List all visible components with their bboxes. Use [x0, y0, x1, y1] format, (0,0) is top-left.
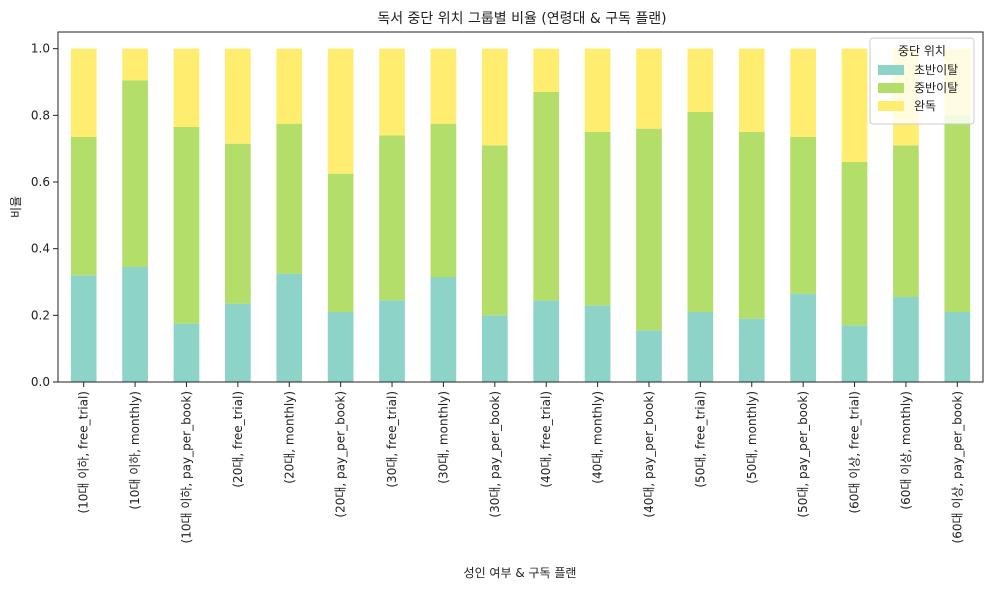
bar-segment-2-6 — [327, 173, 354, 312]
bar-segment-2-3 — [173, 127, 200, 324]
bar-segment-2-11 — [584, 132, 611, 306]
y-tick-label: 1.0 — [31, 42, 50, 56]
bar-segment-2-14 — [738, 132, 765, 319]
bar-segment-3-13 — [687, 48, 714, 112]
y-axis: 0.0 0.2 0.4 0.6 0.8 1.0 — [31, 42, 58, 389]
bar-segment-3-1 — [70, 48, 97, 137]
bar-segment-1-6 — [327, 312, 354, 382]
bar-segment-2-7 — [379, 135, 405, 301]
x-tick-label: (30대, free_trial) — [385, 391, 399, 488]
bar-segment-3-11 — [584, 48, 611, 132]
bar-segment-1-4 — [225, 303, 251, 382]
legend-swatch — [878, 65, 904, 75]
bar-segment-3-9 — [481, 48, 508, 146]
bar-segment-2-8 — [430, 123, 457, 278]
x-tick-label: (20대, pay_per_book) — [334, 391, 348, 518]
chart-title: 독서 중단 위치 그룹별 비율 (연령대 & 구독 플랜) — [377, 11, 666, 27]
x-tick-label: (30대, monthly) — [436, 391, 450, 484]
plot-frame — [57, 31, 984, 383]
bar-segment-2-5 — [276, 123, 303, 274]
bar-segment-1-1 — [70, 275, 97, 382]
bar-segment-2-2 — [122, 80, 148, 267]
legend-title: 중단 위치 — [898, 44, 946, 58]
x-tick-label: (50대, monthly) — [745, 391, 759, 484]
y-tick-label: 0.8 — [31, 108, 50, 122]
x-tick-label: (20대, free_trial) — [231, 391, 245, 488]
x-tick-label: (50대, free_trial) — [693, 391, 707, 488]
bar-segment-1-12 — [636, 330, 662, 382]
bar-segment-1-2 — [122, 267, 148, 382]
bar-segment-3-2 — [122, 48, 148, 81]
bar-segment-3-16 — [841, 48, 868, 162]
x-tick-label: (40대, monthly) — [591, 391, 605, 484]
x-tick-label: (10대 이하, free_trial) — [77, 391, 91, 514]
legend-swatch — [878, 101, 904, 111]
bar-segment-1-3 — [173, 323, 200, 382]
bar-segment-2-9 — [481, 145, 508, 316]
x-axis: (10대 이하, free_trial) (10대 이하, monthly) (10… — [77, 382, 964, 543]
bar-segment-1-13 — [687, 312, 714, 382]
legend-label: 중반이탈 — [914, 81, 958, 95]
bar-segment-3-6 — [327, 48, 354, 174]
legend-swatch — [878, 83, 904, 93]
bar-segment-3-12 — [636, 48, 662, 129]
x-tick-label: (10대 이하, monthly) — [128, 391, 142, 510]
bar-segment-1-15 — [790, 293, 816, 382]
bar-segment-3-7 — [379, 48, 405, 136]
bar-segment-2-10 — [533, 92, 560, 301]
bar-segment-1-11 — [584, 305, 611, 382]
legend-label: 완독 — [914, 99, 936, 113]
bar-segment-1-7 — [379, 300, 405, 382]
bar-segment-3-14 — [738, 48, 765, 132]
bar-segment-3-10 — [533, 48, 560, 92]
bar-segment-3-8 — [430, 48, 457, 124]
bar-segment-3-4 — [225, 48, 251, 144]
bar-segment-1-5 — [276, 273, 303, 382]
x-tick-label: (10대 이하, pay_per_book) — [179, 391, 193, 543]
y-axis-label: 비율 — [9, 196, 23, 218]
bar-segment-1-18 — [944, 312, 971, 382]
bar-segment-1-10 — [533, 300, 560, 382]
y-tick-label: 0.0 — [31, 375, 50, 389]
bar-segment-1-14 — [738, 318, 765, 382]
bar-segment-1-17 — [893, 297, 919, 382]
x-tick-label: (60대 이상, pay_per_book) — [950, 391, 964, 543]
y-tick-label: 0.4 — [31, 242, 50, 256]
x-tick-label: (40대, pay_per_book) — [642, 391, 656, 518]
bar-segment-2-17 — [893, 145, 919, 297]
bar-segment-3-5 — [276, 48, 303, 124]
bar-segment-2-15 — [790, 137, 816, 294]
bars-group — [70, 48, 971, 382]
x-tick-label: (60대 이상, free_trial) — [848, 391, 862, 514]
x-tick-label: (60대 이상, monthly) — [899, 391, 913, 510]
bar-segment-2-13 — [687, 112, 714, 312]
bar-segment-1-16 — [841, 325, 868, 382]
bar-segment-3-15 — [790, 48, 816, 137]
x-tick-label: (20대, monthly) — [282, 391, 296, 484]
bar-segment-3-3 — [173, 48, 200, 127]
x-tick-label: (40대, free_trial) — [539, 391, 553, 488]
bar-segment-2-16 — [841, 162, 868, 326]
y-tick-label: 0.6 — [31, 175, 50, 189]
bar-segment-2-18 — [944, 115, 971, 312]
bar-segment-2-1 — [70, 137, 97, 276]
x-axis-label: 성인 여부 & 구독 플랜 — [464, 566, 577, 580]
bar-segment-2-4 — [225, 143, 251, 304]
legend-label: 초반이탈 — [914, 63, 958, 77]
x-tick-label: (30대, pay_per_book) — [488, 391, 502, 518]
y-tick-label: 0.2 — [31, 308, 50, 322]
bar-segment-1-8 — [430, 277, 457, 382]
x-tick-label: (50대, pay_per_book) — [796, 391, 810, 518]
bar-segment-2-12 — [636, 128, 662, 331]
bar-segment-1-9 — [481, 315, 508, 382]
